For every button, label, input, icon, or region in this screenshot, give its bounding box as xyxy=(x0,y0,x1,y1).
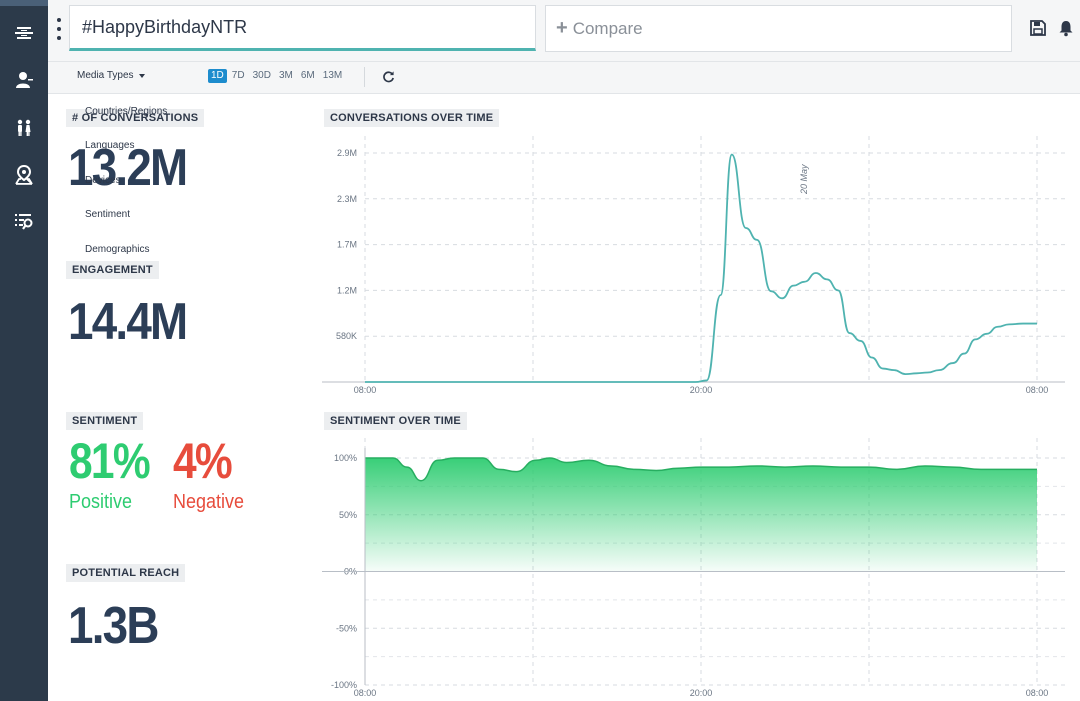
date-range-selector: 1D 7D 30D 3M 6M 13M xyxy=(208,69,345,83)
sidebar-item-locations[interactable] xyxy=(0,157,48,193)
media-types-label: Media Types xyxy=(77,70,134,81)
caret-down-icon xyxy=(138,73,145,78)
conversations-y-tick: 1.7M xyxy=(337,240,357,250)
conversations-grid xyxy=(364,136,1065,382)
conversations-x-tick: 08:00 xyxy=(354,385,377,395)
conversations-value: 13.2M xyxy=(68,139,188,197)
conversations-x-tick: 08:00 xyxy=(1026,385,1049,395)
kebab-dot xyxy=(57,18,61,22)
filter-menu-item-countries[interactable]: Countries/Regions xyxy=(85,106,168,117)
toolbar-divider xyxy=(364,67,365,87)
search-list-icon xyxy=(15,214,33,230)
range-button-3m[interactable]: 3M xyxy=(278,70,293,81)
kebab-dot xyxy=(57,27,61,31)
floppy-disk-icon[interactable] xyxy=(1029,19,1047,37)
range-button-13m[interactable]: 13M xyxy=(322,70,343,81)
filter-menu-item-devices[interactable]: Devices xyxy=(85,175,121,186)
bell-icon[interactable] xyxy=(1057,19,1075,37)
negative-sentiment-label: Negative xyxy=(173,491,245,513)
conversations-title: # OF CONVERSATIONS xyxy=(66,109,205,127)
sidebar xyxy=(0,0,48,701)
conversations-y-tick: 580K xyxy=(336,331,357,341)
conversations-series-line xyxy=(365,153,1037,383)
search-input[interactable] xyxy=(70,6,535,48)
range-button-1d[interactable]: 1D xyxy=(208,69,227,83)
sidebar-item-dashboard[interactable] xyxy=(0,15,48,51)
sidebar-item-audience[interactable] xyxy=(0,110,48,146)
filter-menu-item-demographics[interactable]: Demographics xyxy=(85,244,150,255)
sentiment-over-time-chart: 100%50%0%-50%-100%08:00 20:00 08:00 xyxy=(322,438,1065,698)
sentiment-chart-title: SENTIMENT OVER TIME xyxy=(324,412,467,430)
sentiment-title: SENTIMENT xyxy=(66,412,144,430)
sidebar-active-indicator xyxy=(0,0,48,6)
potential-reach-value: 1.3B xyxy=(68,597,159,655)
range-button-30d[interactable]: 30D xyxy=(252,70,271,81)
engagement-title: ENGAGEMENT xyxy=(66,261,159,279)
search-container xyxy=(69,5,536,51)
conversations-x-tick: 20:00 xyxy=(690,385,713,395)
media-types-dropdown[interactable]: Media Types xyxy=(77,70,145,81)
range-button-7d[interactable]: 7D xyxy=(231,70,245,81)
sentiment-x-tick: 08:00 xyxy=(354,688,377,698)
range-button-6m[interactable]: 6M xyxy=(300,70,315,81)
engagement-value: 14.4M xyxy=(68,293,188,351)
sentiment-y-tick: -50% xyxy=(336,623,357,633)
sentiment-y-tick: 50% xyxy=(339,510,357,520)
list-lines-icon xyxy=(15,27,33,39)
negative-sentiment-value: 4% xyxy=(173,433,233,489)
positive-sentiment-label: Positive xyxy=(69,491,133,513)
compare-button[interactable]: + Compare xyxy=(545,5,1012,52)
sentiment-series-line xyxy=(365,457,1037,482)
conversations-y-tick: 2.9M xyxy=(337,148,357,158)
conversations-y-tick: 2.3M xyxy=(337,194,357,204)
filter-toolbar: Media Types 1D 7D 30D 3M 6M 13M xyxy=(48,62,1080,94)
filter-menu-item-languages[interactable]: Languages xyxy=(85,140,135,151)
conversations-over-time-chart: 580K 1.2M 1.7M 2.3M 2.9M 08:00 20:00 08:00 20 Ma… xyxy=(322,136,1065,395)
kebab-dot xyxy=(57,36,61,40)
header-bar: + Compare xyxy=(48,0,1080,62)
people-icon xyxy=(17,119,31,136)
date-marker-label: 20 May xyxy=(799,164,809,195)
sentiment-x-tick: 08:00 xyxy=(1026,688,1049,698)
filter-menu-item-sentiment[interactable]: Sentiment xyxy=(85,209,131,220)
potential-reach-title: POTENTIAL REACH xyxy=(66,564,186,582)
sidebar-item-search-insights[interactable] xyxy=(0,203,48,239)
positive-sentiment-value: 81% xyxy=(69,433,151,489)
sentiment-area-fill xyxy=(365,458,1037,572)
compare-label: Compare xyxy=(572,18,643,38)
refresh-icon[interactable] xyxy=(382,70,395,83)
more-options-button[interactable] xyxy=(54,18,64,40)
sidebar-item-profile[interactable] xyxy=(0,62,48,98)
conversations-chart-title: CONVERSATIONS OVER TIME xyxy=(324,109,500,127)
plus-icon: + xyxy=(556,17,568,39)
location-pin-icon xyxy=(15,164,33,185)
user-profile-icon xyxy=(16,72,33,88)
sentiment-x-tick: 20:00 xyxy=(690,688,713,698)
conversations-y-tick: 1.2M xyxy=(337,285,357,295)
sentiment-y-tick: 100% xyxy=(334,453,357,463)
sentiment-y-tick: -100% xyxy=(331,680,357,690)
